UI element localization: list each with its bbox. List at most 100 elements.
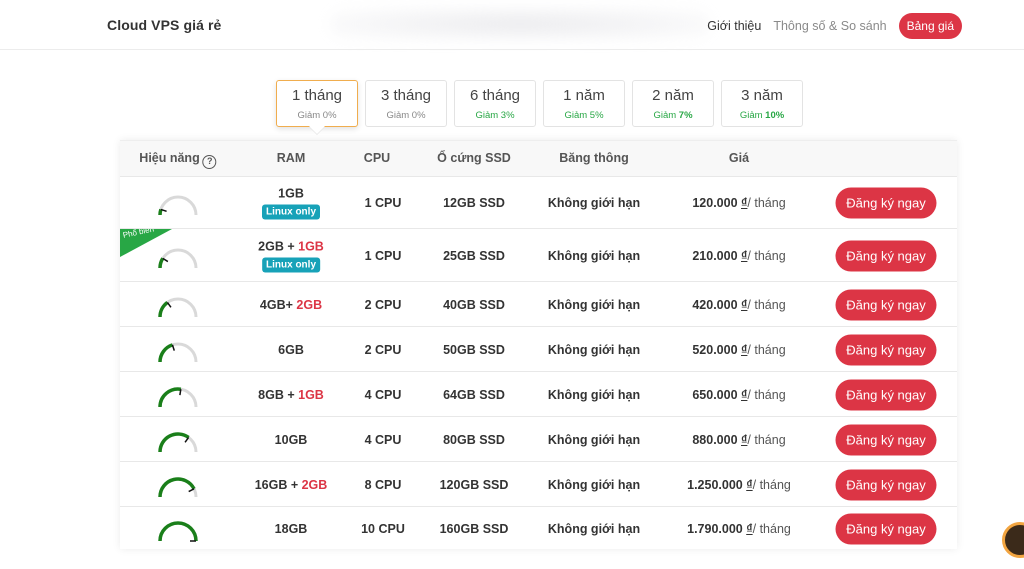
tab-label: 1 năm [563, 87, 605, 104]
price-value: 1.250.000 [687, 477, 747, 492]
gauge-track [158, 195, 198, 216]
register-button[interactable]: Đăng ký ngay [835, 240, 937, 271]
tab-label: 6 tháng [469, 87, 521, 104]
gauge-track [158, 297, 198, 317]
currency-symbol: ₫ [741, 248, 748, 263]
currency-symbol: ₫ [746, 477, 753, 492]
register-button[interactable]: Đăng ký ngay [835, 289, 937, 320]
ram-value: 10GB [275, 433, 308, 447]
ram-wrap: 6GB [278, 343, 304, 357]
ram-cell: 2GB + 1GB Linux only [258, 239, 324, 272]
tab-3-years[interactable]: 3 năm Giảm 10% [721, 80, 803, 127]
gauge-needle [184, 436, 190, 443]
gauge-needle [171, 344, 176, 351]
tab-discount-prefix: Giảm [653, 110, 679, 121]
header-ssd: Ổ cứng SSD [437, 151, 511, 165]
ram-wrap: 16GB + 2GB [255, 478, 328, 492]
price-cell: 520.000 ₫/ tháng [692, 343, 785, 357]
register-button[interactable]: Đăng ký ngay [835, 187, 937, 219]
ram-wrap: 2GB + 1GB Linux only [258, 239, 324, 272]
ram-cell: 4GB+ 2GB [260, 298, 322, 312]
gauge-needle [160, 208, 167, 213]
ram-value: 4GB+ 2GB [260, 298, 322, 312]
register-button[interactable]: Đăng ký ngay [835, 469, 937, 500]
ram-wrap: 8GB + 1GB [258, 388, 324, 402]
ssd-cell: 25GB SSD [443, 248, 505, 263]
blurred-header-banner [330, 8, 710, 40]
pricing-table: Hiệu năng? RAM CPU Ổ cứng SSD Băng thông… [120, 140, 957, 549]
bandwidth-cell: Không giới hạn [547, 342, 641, 357]
register-button[interactable]: Đăng ký ngay [835, 334, 937, 365]
ram-cell: 6GB [278, 343, 304, 357]
ram-cell: 10GB [275, 433, 308, 447]
bandwidth-cell: Không giới hạn [547, 248, 641, 263]
header-bandwidth: Băng thông [559, 151, 629, 165]
ram-cell: 1GB Linux only [262, 187, 320, 220]
table-row: 18GB 10 CPU 160GB SSD Không giới hạn 1.790.0… [120, 506, 957, 550]
performance-gauge [158, 476, 198, 497]
nav-link-pricing[interactable]: Bảng giá [898, 13, 962, 39]
tab-discount-value: 10% [765, 110, 785, 121]
table-row: Phổ biến 2GB + 1GB Linux only 1 CPU 25GB SSD… [120, 228, 957, 281]
price-value: 880.000 [692, 432, 742, 447]
cpu-cell: 4 CPU [364, 387, 402, 402]
currency-symbol: ₫ [741, 387, 748, 402]
header-cpu: CPU [363, 151, 391, 165]
help-icon[interactable]: ? [202, 155, 217, 169]
table-row: 16GB + 2GB 8 CPU 120GB SSD Không giới hạn 1.… [120, 461, 957, 506]
tab-6-months[interactable]: 6 tháng Giảm 3% [454, 80, 536, 127]
bandwidth-cell: Không giới hạn [547, 387, 641, 402]
currency-symbol: ₫ [741, 432, 748, 447]
nav-link-intro[interactable]: Giới thiệu [707, 19, 762, 33]
tab-discount: Giảm 3% [475, 110, 515, 121]
tab-2-years[interactable]: 2 năm Giảm 7% [632, 80, 714, 127]
ram-base: 18GB [274, 522, 308, 536]
tab-1-year[interactable]: 1 năm Giảm 5% [543, 80, 625, 127]
register-button[interactable]: Đăng ký ngay [835, 424, 937, 455]
price-unit: / tháng [747, 387, 786, 402]
ram-cell: 8GB + 1GB [258, 388, 324, 402]
ram-wrap: 10GB [275, 433, 308, 447]
ram-bonus: 2GB [296, 297, 323, 312]
ssd-cell: 12GB SSD [443, 196, 505, 210]
price-unit: / tháng [747, 248, 786, 263]
chat-avatar[interactable] [1002, 522, 1024, 558]
price-cell: 1.250.000 ₫/ tháng [687, 478, 791, 492]
gauge-fill [158, 521, 198, 542]
site-header: Cloud VPS giá rẻ Giới thiệu Thông số & S… [0, 0, 1024, 50]
gauge-fill [158, 208, 163, 216]
table-row: 6GB 2 CPU 50GB SSD Không giới hạn 520.000 ₫/… [120, 326, 957, 371]
gauge-needle [166, 301, 172, 308]
performance-gauge [158, 248, 198, 268]
cpu-cell: 2 CPU [364, 342, 402, 357]
bandwidth-cell: Không giới hạn [547, 432, 641, 447]
gauge-fill [158, 386, 182, 407]
register-button[interactable]: Đăng ký ngay [835, 513, 937, 545]
table-row: 1GB Linux only 1 CPU 12GB SSD Không giới hạn… [120, 176, 957, 228]
tab-label: 1 tháng [291, 87, 343, 104]
tab-label: 3 năm [741, 87, 783, 104]
performance-gauge [158, 431, 198, 452]
gauge-track [158, 387, 198, 407]
price-value: 520.000 [692, 342, 742, 357]
ram-base: 4GB+ [259, 297, 297, 312]
ssd-cell: 40GB SSD [443, 297, 505, 312]
gauge-needle [179, 388, 182, 395]
cpu-cell: 8 CPU [364, 477, 402, 492]
gauge-track [158, 248, 198, 268]
tab-1-month[interactable]: 1 tháng Giảm 0% [276, 80, 358, 127]
ssd-cell: 80GB SSD [443, 432, 505, 447]
register-button[interactable]: Đăng ký ngay [835, 379, 937, 410]
price-unit: / tháng [747, 196, 786, 210]
tab-3-months[interactable]: 3 tháng Giảm 0% [365, 80, 447, 127]
performance-gauge [158, 521, 198, 542]
brand-logo[interactable]: Cloud VPS giá rẻ [107, 17, 222, 33]
main-nav: Giới thiệu Thông số & So sánh Bảng giá [707, 13, 962, 39]
ram-base: 10GB [274, 432, 308, 447]
tab-discount: Giảm 10% [722, 110, 802, 121]
ram-bonus: 1GB [298, 387, 324, 402]
ram-value: 8GB + 1GB [258, 388, 324, 402]
nav-link-specs[interactable]: Thông số & So sánh [773, 19, 887, 33]
header-price: Giá [728, 151, 750, 165]
gauge-fill [158, 300, 169, 317]
